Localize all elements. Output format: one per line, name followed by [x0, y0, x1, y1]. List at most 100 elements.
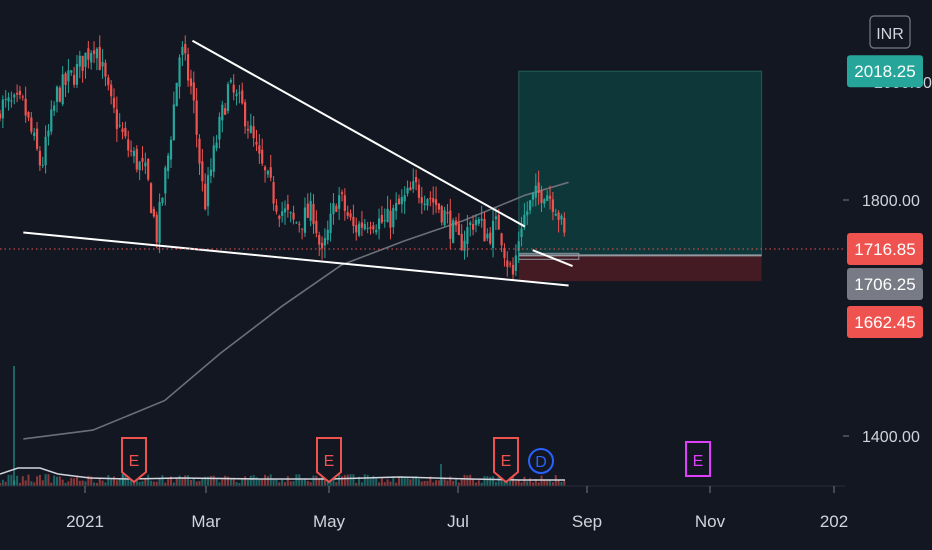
- volume-bar: [398, 476, 400, 486]
- time-axis[interactable]: 2021 Mar May Jul Sep Nov 202: [0, 485, 848, 531]
- volume-bar: [523, 476, 526, 486]
- candle-up: [466, 227, 469, 244]
- volume-bar: [113, 476, 115, 486]
- volume-bar: [16, 475, 19, 486]
- volume-bar: [543, 480, 546, 486]
- candle-up: [480, 218, 483, 221]
- volume-bar: [349, 474, 352, 486]
- volume-bar: [224, 475, 227, 486]
- candle-down: [147, 158, 150, 180]
- candle-down: [135, 148, 138, 170]
- candle-up: [249, 125, 252, 133]
- volume-bar: [178, 475, 181, 486]
- candle-down: [346, 212, 349, 216]
- volume-bar: [41, 480, 44, 486]
- trendline-3: [532, 249, 573, 268]
- volume-bar: [232, 478, 235, 486]
- trendlines[interactable]: [23, 39, 573, 287]
- time-label: Mar: [191, 512, 221, 531]
- volume-bar: [312, 475, 315, 486]
- candle-down: [315, 220, 318, 234]
- volume-bar: [318, 478, 321, 486]
- candle-up: [164, 167, 167, 194]
- volume-bar: [138, 481, 141, 486]
- candle-up: [377, 218, 381, 230]
- volume-bar: [61, 479, 64, 486]
- candle-up: [531, 193, 535, 200]
- event-marker-future-earnings[interactable]: E: [685, 441, 711, 477]
- volume-bar: [18, 482, 21, 486]
- earnings-icon: [121, 437, 147, 484]
- candle-up: [403, 195, 406, 202]
- candle-up: [167, 155, 170, 172]
- event-marker-dividend[interactable]: D: [528, 448, 554, 474]
- volume-bar: [369, 478, 372, 486]
- candle-down: [110, 84, 113, 97]
- event-marker-earnings[interactable]: E: [493, 437, 519, 484]
- candle-up: [53, 105, 56, 111]
- candle-up: [101, 61, 104, 67]
- candle-up: [229, 80, 232, 83]
- price-tick-1800: 1800.00: [862, 193, 920, 210]
- price-badge-label: 1716.85: [854, 240, 915, 259]
- candle-down: [420, 197, 423, 204]
- candle-down: [192, 82, 195, 101]
- volume-bar: [446, 480, 449, 486]
- event-letter: E: [501, 453, 512, 470]
- volume-bar: [278, 482, 281, 486]
- candle-up: [289, 212, 292, 214]
- volume-bar: [335, 482, 338, 486]
- volume-bar: [244, 476, 247, 486]
- volume-bar: [158, 478, 161, 486]
- long-position-tool[interactable]: [518, 70, 763, 282]
- volume-bar: [161, 475, 164, 486]
- candle-up: [486, 233, 489, 239]
- event-marker-earnings[interactable]: E: [316, 437, 342, 484]
- candle-up: [520, 228, 523, 238]
- volume-bar: [64, 482, 67, 486]
- candle-up: [295, 222, 298, 224]
- candle-down: [312, 203, 315, 225]
- candle-down: [472, 224, 475, 230]
- volume-bar: [338, 474, 341, 486]
- candle-down: [437, 203, 440, 210]
- candle-down: [246, 128, 250, 131]
- volume-bar: [24, 480, 27, 486]
- volume-bar: [249, 475, 252, 486]
- volume-bar: [238, 482, 241, 486]
- candle-down: [81, 55, 84, 71]
- price-badge-label: 1706.25: [854, 275, 915, 294]
- volume-bar: [155, 481, 158, 486]
- volume-bar: [563, 480, 566, 486]
- volume-bar: [435, 480, 438, 486]
- candle-down: [16, 92, 19, 95]
- volume-bar: [207, 476, 210, 486]
- volume-bar: [486, 476, 489, 486]
- candle-up: [50, 109, 53, 132]
- volume-bar: [380, 478, 383, 486]
- event-letter: D: [535, 454, 547, 471]
- volume-bar: [67, 481, 70, 486]
- volume-bar: [346, 474, 349, 486]
- candle-up: [61, 74, 64, 105]
- volume-bar: [323, 475, 326, 486]
- volume-bar: [84, 481, 87, 486]
- price-badge-entry: [847, 268, 923, 300]
- earnings-icon: [316, 437, 342, 484]
- volume-bar: [298, 474, 301, 486]
- volume-bar: [378, 482, 381, 486]
- volume-bar: [227, 476, 229, 486]
- candle-up: [78, 55, 81, 67]
- time-label: Jul: [447, 512, 469, 531]
- volume-bar: [38, 474, 41, 486]
- price-badge-label: 2018.25: [854, 62, 915, 81]
- event-marker-earnings[interactable]: E: [121, 437, 147, 484]
- volume-bar: [124, 474, 127, 486]
- volume-bar: [172, 482, 175, 486]
- volume-bar: [321, 476, 324, 486]
- candle-down: [184, 43, 187, 54]
- currency-badge[interactable]: [869, 15, 911, 49]
- candle-up: [517, 241, 520, 251]
